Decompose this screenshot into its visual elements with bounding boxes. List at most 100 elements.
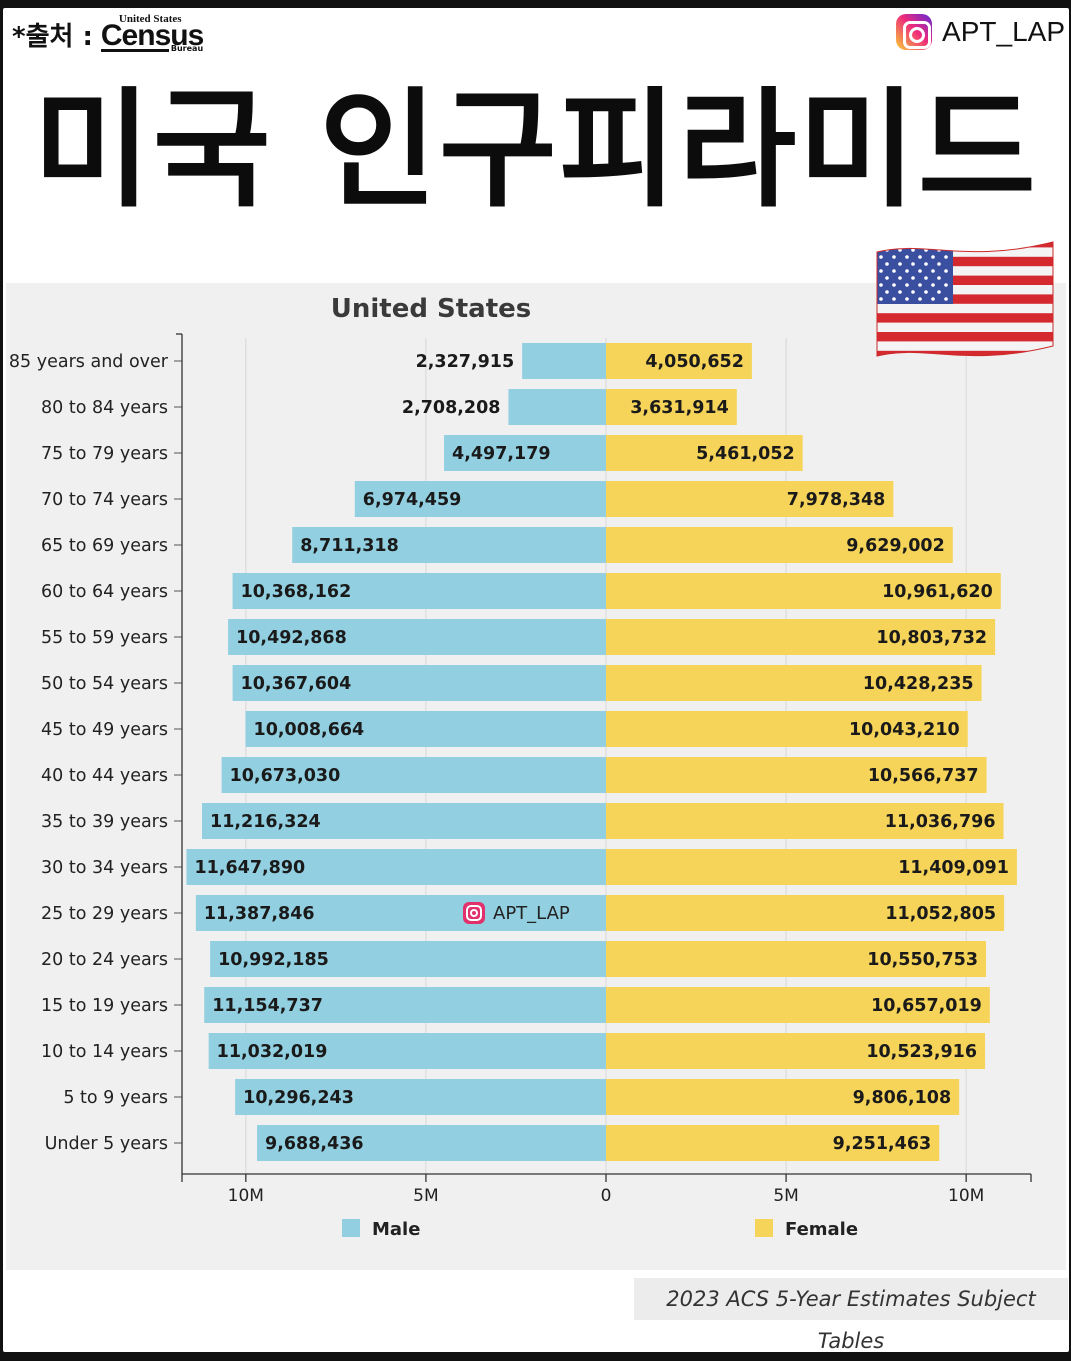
male-value-label: 11,032,019 [217,1042,328,1062]
category-label: 30 to 34 years [41,858,168,878]
category-label: 55 to 59 years [41,628,168,648]
female-value-label: 3,631,914 [630,398,729,418]
female-value-label: 11,036,796 [885,812,996,832]
female-bar [606,803,1004,839]
category-label: 75 to 79 years [41,444,168,464]
female-bar [606,527,953,563]
female-bar [606,757,987,793]
female-value-label: 10,550,753 [867,950,978,970]
female-value-label: 10,428,235 [863,674,974,694]
male-value-label: 10,992,185 [218,950,329,970]
male-bar [221,757,606,793]
category-label: 80 to 84 years [41,398,168,418]
male-bar [232,665,607,701]
male-bar [208,1033,606,1069]
male-bar [444,435,606,471]
male-bar [228,619,606,655]
male-bar [292,527,606,563]
male-value-label: 8,711,318 [300,536,399,556]
female-bar [606,895,1005,931]
female-bar [606,1079,960,1115]
census-logo-bottom: Bureau [170,44,204,53]
male-value-label: 10,296,243 [243,1088,354,1108]
legend-female-label: Female [785,1219,858,1240]
female-value-label: 11,409,091 [898,858,1009,878]
category-label: 85 years and over [9,352,169,372]
population-pyramid-chart: United States 85 years and over 2,327,915 4… [9,294,1032,1240]
male-bar [204,987,606,1023]
x-tick-label: 5M [413,1186,438,1206]
watermark [463,902,485,924]
category-label: 15 to 19 years [41,996,168,1016]
census-bureau-logo: United States Census Bureau [100,13,211,55]
female-bar [606,343,752,379]
female-value-label: 5,461,052 [696,444,795,464]
female-bar [606,573,1001,609]
male-value-label: 10,368,162 [241,582,352,602]
male-value-label: 11,647,890 [194,858,305,878]
legend-male-swatch [342,1219,360,1237]
source-prefix: *출처 : [12,21,93,52]
brand: APT_LAP [896,14,1065,50]
male-value-label: 10,367,604 [241,674,352,694]
female-value-label: 7,978,348 [787,490,886,510]
female-value-label: 11,052,805 [885,904,996,924]
male-bar [522,343,606,379]
male-bar [235,1079,606,1115]
male-bar [508,389,606,425]
female-value-label: 10,961,620 [882,582,993,602]
female-bar [606,849,1017,885]
chart-panel: United States 85 years and over 2,327,915 4… [6,283,1066,1270]
female-value-label: 9,806,108 [853,1088,952,1108]
male-bar [245,711,606,747]
female-bar [606,389,737,425]
female-bar [606,481,894,517]
male-value-label: 6,974,459 [363,490,462,510]
category-label: 40 to 44 years [41,766,168,786]
chart-title: United States [331,294,532,324]
female-value-label: 10,043,210 [849,720,960,740]
x-tick-label: 10M [948,1186,984,1206]
census-logo-main: Census [100,19,204,52]
male-value-label: 11,154,737 [212,996,323,1016]
male-bar [210,941,606,977]
male-bar [186,849,607,885]
category-label: 35 to 39 years [41,812,168,832]
female-bar [606,711,968,747]
male-value-label: 4,497,179 [452,444,551,464]
category-label: 45 to 49 years [41,720,168,740]
category-label: 10 to 14 years [41,1042,168,1062]
category-label: 25 to 29 years [41,904,168,924]
legend-female-swatch [755,1219,773,1237]
male-bar [257,1125,606,1161]
female-value-label: 9,629,002 [846,536,945,556]
male-value-label: 10,673,030 [230,766,341,786]
female-value-label: 9,251,463 [833,1134,932,1154]
x-tick-label: 5M [773,1186,798,1206]
x-tick-label: 0 [601,1186,612,1206]
female-value-label: 10,803,732 [876,628,987,648]
male-value-label: 2,327,915 [416,352,515,372]
category-label: 65 to 69 years [41,536,168,556]
female-value-label: 10,657,019 [871,996,982,1016]
census-logo-bar [100,49,169,52]
female-bar [606,987,990,1023]
female-bar [606,665,982,701]
category-label: 60 to 64 years [41,582,168,602]
female-value-label: 4,050,652 [645,352,744,372]
legend-male-label: Male [372,1219,420,1240]
category-label: 50 to 54 years [41,674,168,694]
male-value-label: 2,708,208 [402,398,501,418]
footnote: 2023 ACS 5-Year Estimates Subject Tables [634,1278,1068,1353]
census-logo-top: United States [118,13,182,25]
male-value-label: 10,492,868 [236,628,347,648]
female-bar [606,435,803,471]
source-line: *출처 : United States Census Bureau [12,13,211,55]
category-label: Under 5 years [45,1134,168,1154]
female-bar [606,619,996,655]
watermark-label: APT_LAP [493,903,570,924]
x-tick-label: 10M [228,1186,264,1206]
female-bar [606,941,987,977]
category-label: 20 to 24 years [41,950,168,970]
